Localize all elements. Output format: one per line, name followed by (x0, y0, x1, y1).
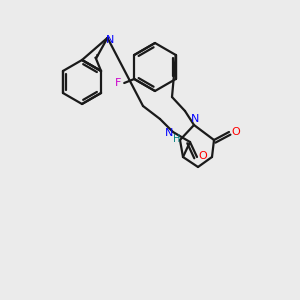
Text: O: O (232, 127, 240, 137)
Text: N: N (191, 114, 199, 124)
Text: H: H (173, 134, 181, 144)
Text: F: F (115, 78, 122, 88)
Text: N: N (106, 35, 115, 45)
Text: O: O (199, 151, 207, 161)
Text: N: N (165, 128, 173, 138)
